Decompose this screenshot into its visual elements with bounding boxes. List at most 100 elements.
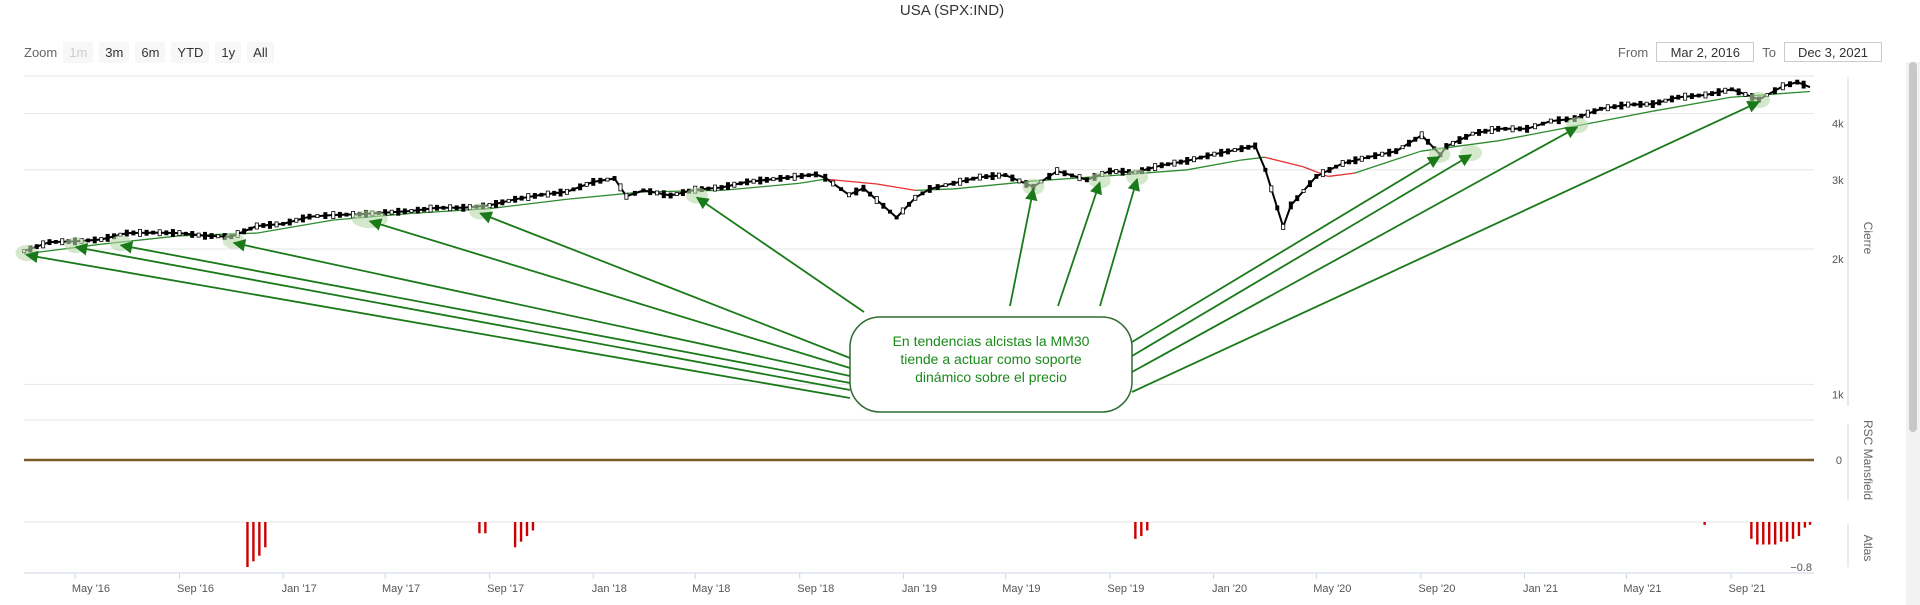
x-tick-label: Jan '17: [282, 583, 317, 595]
price-candle: [1592, 108, 1597, 115]
zoom-3m-button[interactable]: 3m: [99, 42, 130, 63]
price-candle: [1795, 79, 1800, 85]
vertical-scrollbar[interactable]: [1906, 62, 1920, 605]
price-candle: [409, 209, 414, 213]
price-candle: [461, 203, 466, 212]
price-candle: [1450, 140, 1455, 146]
price-candle: [1729, 87, 1734, 92]
zoom-label: Zoom: [24, 45, 58, 60]
price-candle: [964, 177, 969, 184]
ma30-segment: [489, 198, 568, 210]
annotation-arrow: [1131, 156, 1441, 343]
price-candle: [725, 182, 730, 191]
price-candle: [1146, 166, 1151, 172]
price-candle: [1320, 169, 1325, 178]
price-candle: [1532, 123, 1537, 130]
price-candle: [500, 199, 505, 206]
price-candle: [1269, 185, 1274, 193]
price-candle: [564, 188, 569, 195]
price-candle: [1366, 155, 1371, 160]
price-candle: [920, 191, 925, 196]
ma30-segment: [256, 219, 334, 234]
price-candle: [927, 185, 932, 193]
price-candle: [254, 222, 259, 230]
price-candle: [92, 236, 97, 244]
price-candle: [315, 214, 320, 219]
price-candle: [1212, 151, 1217, 157]
price-candle: [532, 193, 537, 199]
ma30-segment: [915, 188, 954, 192]
zoom-all-button[interactable]: All: [247, 42, 274, 63]
price-candle: [1340, 160, 1345, 167]
x-tick-label: Jan '19: [902, 583, 937, 595]
price-candle: [1253, 142, 1258, 150]
price-candle: [157, 229, 162, 237]
price-candle: [344, 212, 349, 217]
price-candle: [971, 176, 976, 181]
price-candle: [1540, 121, 1545, 126]
price-candle: [1166, 162, 1171, 167]
price-candle: [996, 172, 1001, 179]
price-candle: [712, 184, 717, 192]
price-candle: [874, 196, 879, 204]
price-candle: [1159, 162, 1164, 169]
price-candle: [1419, 131, 1424, 140]
x-tick-label: Jan '18: [592, 583, 627, 595]
x-tick-label: Jan '20: [1212, 583, 1247, 595]
price-candle: [422, 206, 427, 212]
to-date-input[interactable]: [1784, 42, 1882, 62]
annotation-arrow: [1131, 100, 1761, 393]
price-candle: [331, 211, 336, 219]
price-candle: [1510, 125, 1515, 133]
atlas-bar: [258, 522, 261, 556]
price-candle: [389, 209, 394, 215]
price-candle: [1394, 148, 1399, 155]
zoom-6m-button[interactable]: 6m: [135, 42, 166, 63]
from-date-input[interactable]: [1656, 42, 1755, 62]
scrollbar-thumb[interactable]: [1909, 62, 1917, 432]
price-candle: [745, 178, 750, 186]
price-candle: [1525, 124, 1530, 133]
price-candle: [661, 190, 666, 199]
price-candle: [267, 221, 272, 229]
price-candle: [674, 192, 679, 196]
support-touch-marker: [1126, 169, 1149, 186]
price-candle: [839, 187, 844, 192]
price-candle: [434, 204, 439, 211]
price-candle: [177, 230, 182, 236]
price-candle: [1710, 91, 1715, 96]
price-candle: [1359, 155, 1364, 162]
zoom-ytd-button[interactable]: YTD: [171, 42, 210, 63]
ma30-segment: [876, 183, 916, 192]
price-candle: [1676, 94, 1681, 100]
price-candle: [1055, 167, 1060, 176]
price-candle: [1172, 159, 1177, 167]
price-candle: [34, 244, 39, 250]
zoom-1m-button[interactable]: 1m: [63, 42, 94, 63]
annotation-arrow: [368, 218, 851, 369]
price-candle: [632, 190, 637, 196]
price-candle: [907, 201, 912, 207]
x-tick-label: Sep '18: [797, 583, 834, 595]
atlas-bar: [513, 522, 517, 548]
zoom-1y-button[interactable]: 1y: [215, 42, 242, 63]
price-candle: [1288, 201, 1293, 210]
annotation-line-2: tiende a actuar como soporte: [900, 351, 1082, 367]
zoom-bar: Zoom 1m 3m 6m YTD 1y All: [24, 42, 280, 63]
price-candle: [831, 180, 836, 187]
price-candle: [47, 239, 52, 246]
price-candle: [170, 229, 175, 237]
atlas-bar: [1768, 522, 1771, 545]
x-tick-label: May '17: [382, 583, 420, 595]
price-candle: [1556, 116, 1561, 125]
price-candle: [1070, 173, 1075, 178]
price-candle: [900, 207, 905, 215]
price-candle: [202, 231, 207, 240]
price-candle: [1772, 87, 1777, 95]
annotation-arrow: [695, 196, 865, 313]
price-candle: [1281, 223, 1286, 230]
ma30-segment: [1652, 96, 1732, 112]
price-candle: [778, 174, 783, 182]
price-candle: [1517, 126, 1522, 132]
atlas-bar: [484, 522, 487, 534]
